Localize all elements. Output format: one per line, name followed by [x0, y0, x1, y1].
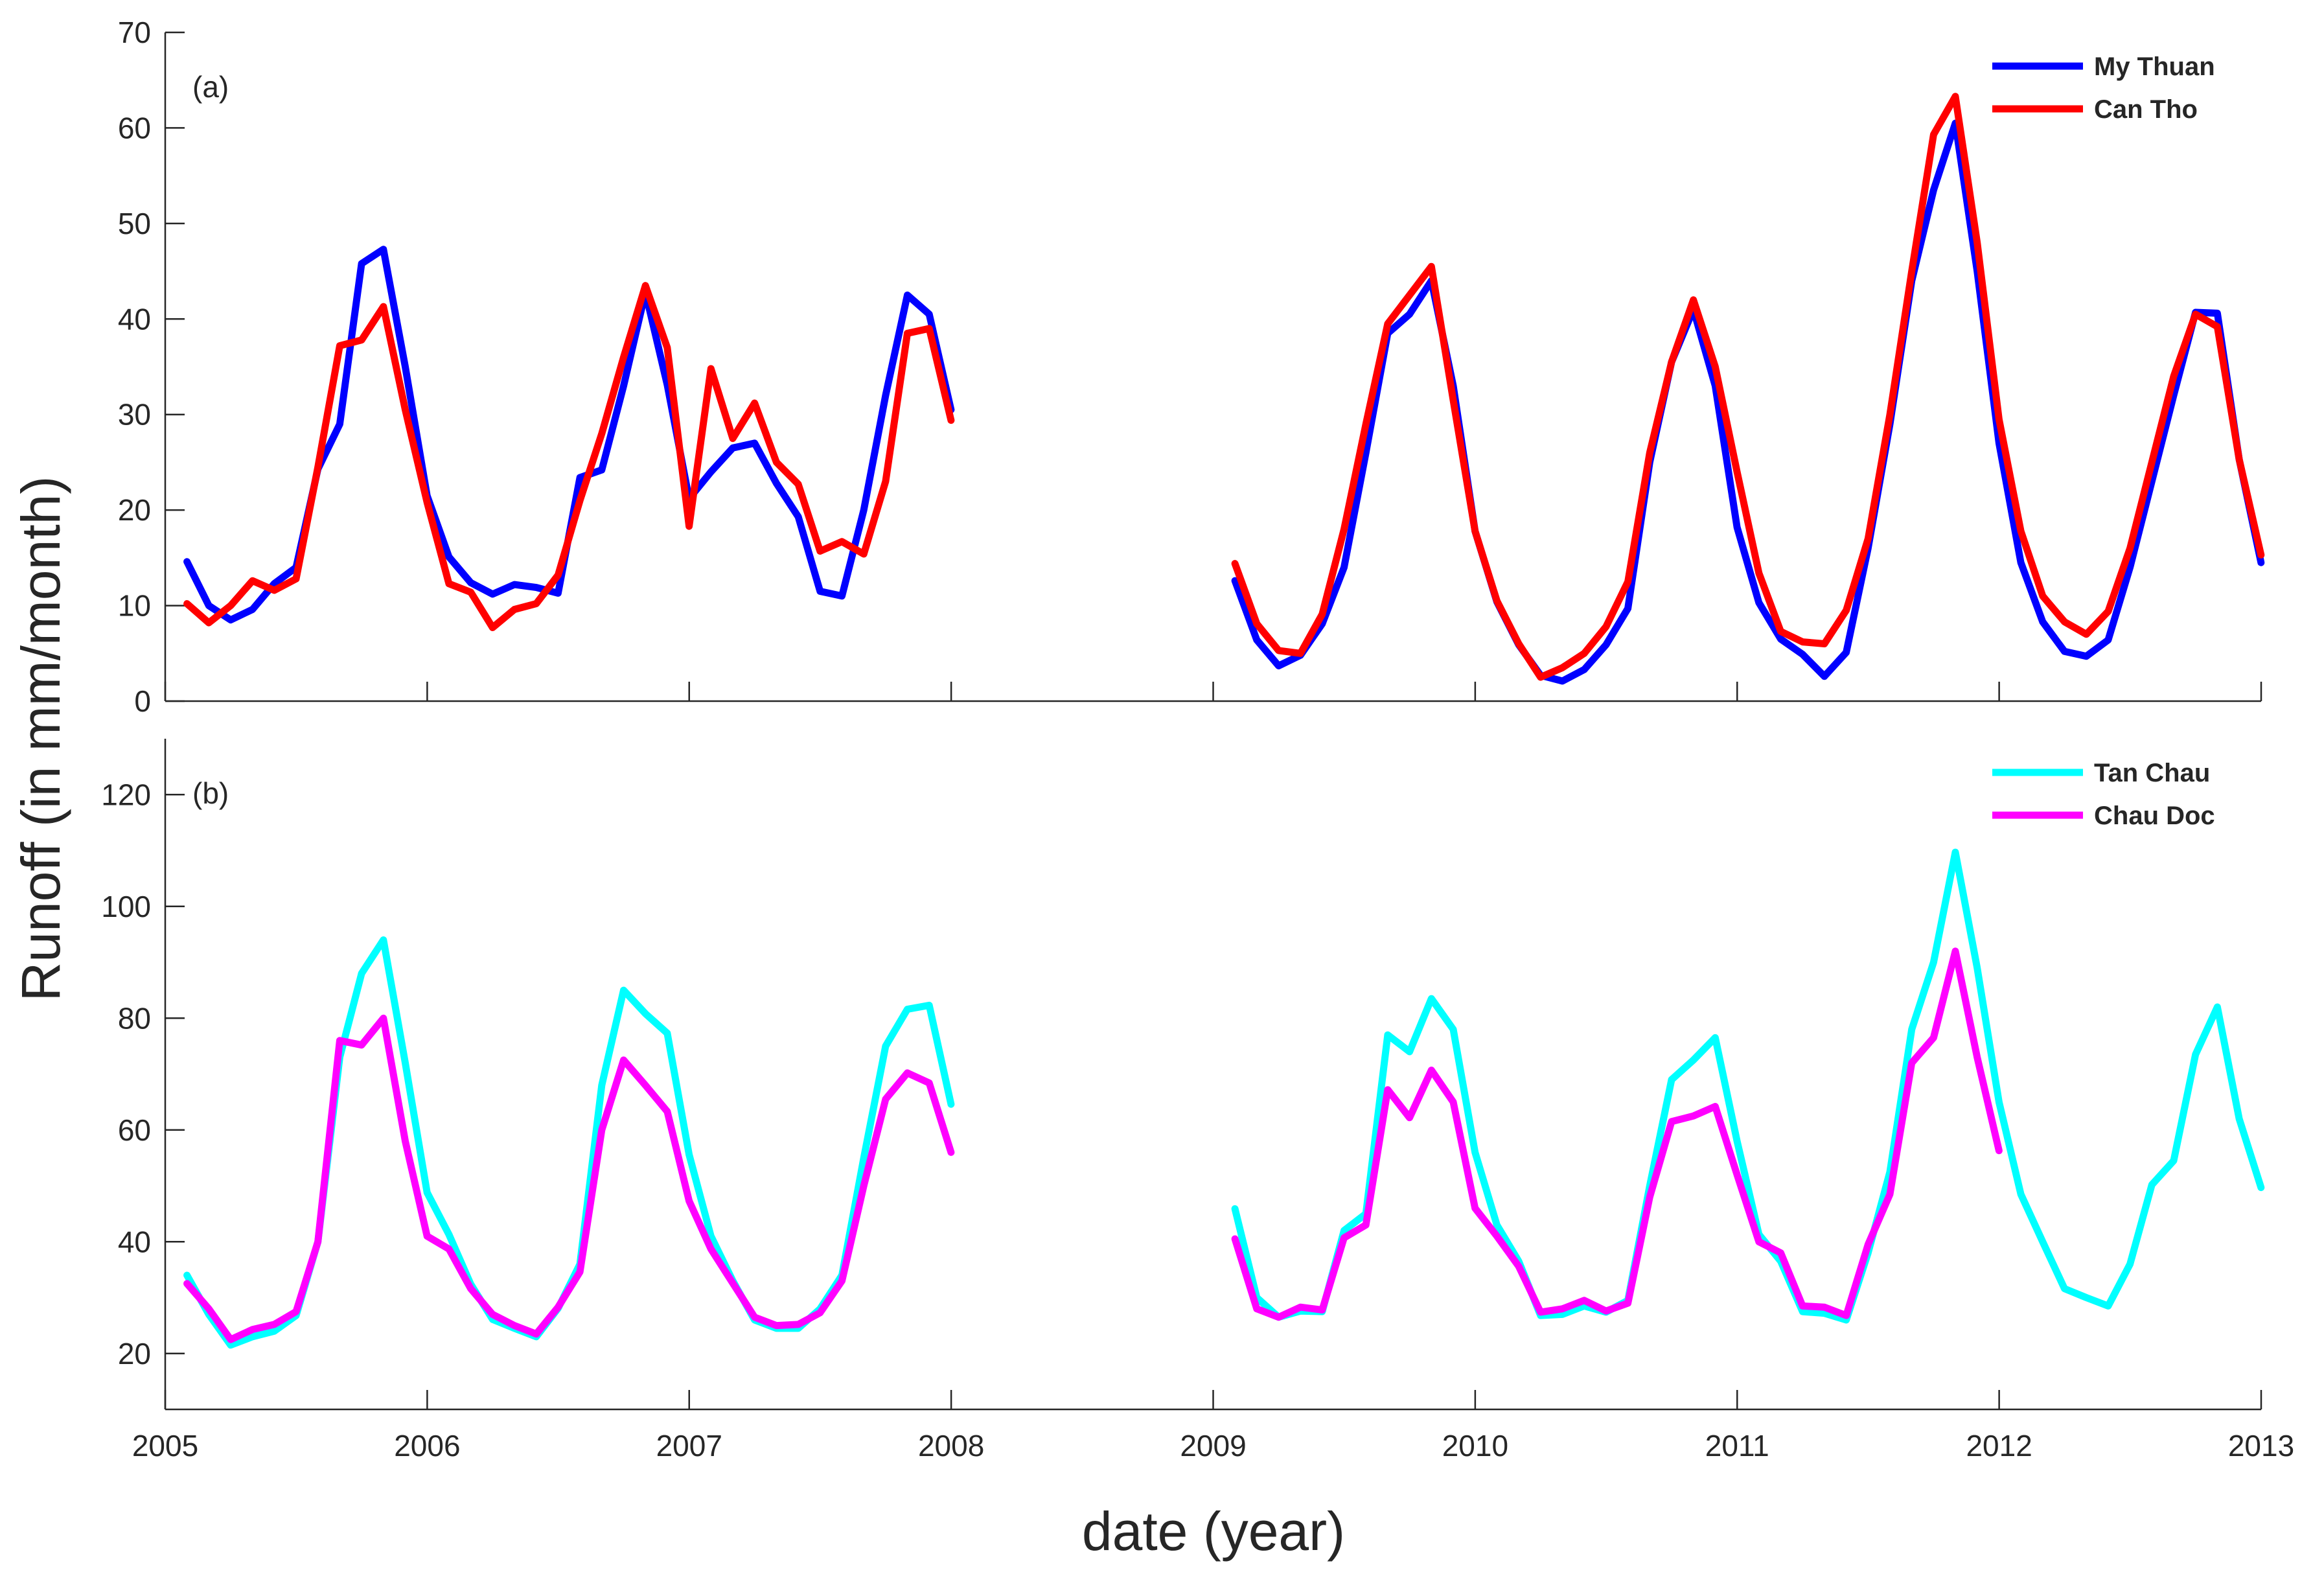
legend-label: My Thuan	[2094, 52, 2215, 81]
x-tick-label: 2008	[918, 1429, 984, 1463]
panel-label: (b)	[192, 776, 229, 810]
y-tick-label: 80	[118, 1001, 151, 1035]
series-chau-doc	[183, 947, 2003, 1343]
legend-item: My Thuan	[1992, 52, 2215, 81]
series-line	[183, 1014, 955, 1343]
x-tick-label: 2005	[132, 1429, 198, 1463]
legend-label: Can Tho	[2094, 95, 2198, 124]
y-tick-label: 10	[118, 589, 151, 623]
y-tick-label: 20	[118, 493, 151, 527]
y-tick-label: 120	[101, 778, 151, 811]
legend-label: Chau Doc	[2094, 802, 2215, 830]
series-can-tho	[183, 93, 2265, 681]
legend-item: Can Tho	[1992, 95, 2198, 124]
x-tick-label: 2010	[1442, 1429, 1508, 1463]
y-tick-label: 40	[118, 302, 151, 336]
y-tick-label: 30	[118, 398, 151, 432]
y-axis-title: Runoff (in mm/month)	[10, 476, 71, 1002]
y-tick-label: 70	[118, 16, 151, 49]
series-tan-chau	[183, 848, 2265, 1349]
y-tick-label: 0	[134, 684, 151, 718]
x-tick-label: 2009	[1180, 1429, 1246, 1463]
series-line	[183, 282, 955, 631]
y-tick-label: 60	[118, 1113, 151, 1147]
x-tick-label: 2013	[2228, 1429, 2294, 1463]
panel-label: (a)	[192, 70, 229, 104]
panel-a: 0 10 20 30 40 50 60 70 (a) My Thuan Can Tho	[118, 16, 2265, 718]
legend-label: Tan Chau	[2094, 759, 2210, 787]
panel-b: 20 40 60 80 100 120 2005 2006 2007 2008 2009 2010 20…	[101, 739, 2294, 1463]
series-line	[1231, 947, 2003, 1321]
series-line	[1231, 93, 2265, 681]
y-tick-label: 50	[118, 207, 151, 240]
y-tick-label: 20	[118, 1337, 151, 1371]
x-tick-label: 2007	[656, 1429, 722, 1463]
x-tick-label: 2012	[1966, 1429, 2032, 1463]
y-tick-label: 100	[101, 890, 151, 923]
legend-item: Tan Chau	[1992, 759, 2210, 787]
series-line	[1231, 119, 2265, 685]
x-axis-title: date (year)	[1082, 1501, 1345, 1562]
series-my-thuan	[183, 119, 2265, 685]
x-tick-label: 2011	[1705, 1429, 1769, 1463]
y-tick-label: 40	[118, 1225, 151, 1258]
legend-item: Chau Doc	[1992, 802, 2215, 830]
x-tick-label: 2006	[394, 1429, 460, 1463]
series-line	[1231, 848, 2265, 1324]
y-tick-label: 60	[118, 111, 151, 145]
